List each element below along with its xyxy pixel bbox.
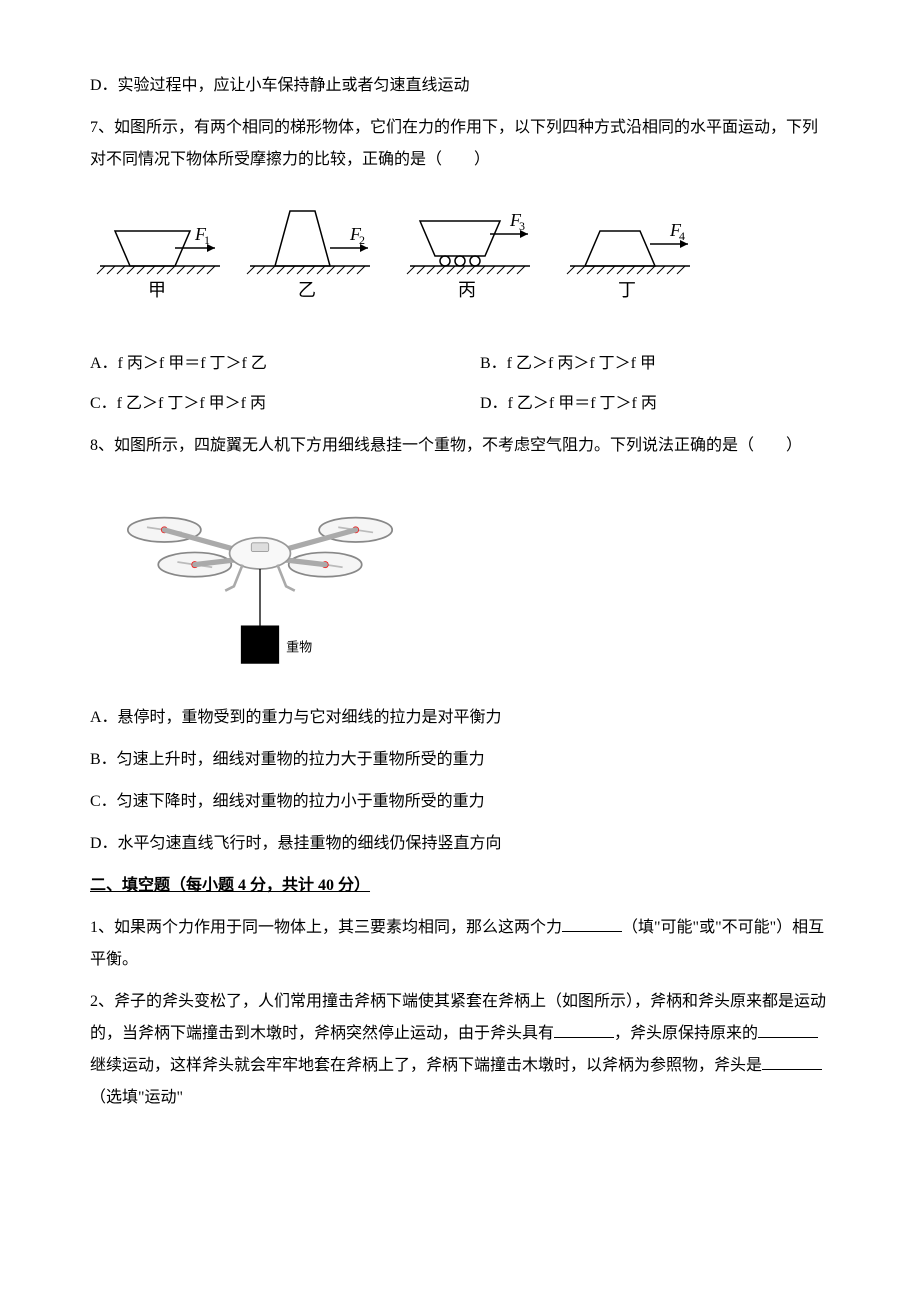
q7-option-d: D．f 乙＞f 甲＝f 丁＞f 丙 [480, 388, 830, 420]
q8-option-d: D．水平匀速直线飞行时，悬挂重物的细线仍保持竖直方向 [90, 828, 830, 860]
svg-text:2: 2 [359, 233, 365, 247]
q7-option-c: C．f 乙＞f 丁＞f 甲＞f 丙 [90, 388, 440, 420]
q7-option-a: A．f 丙＞f 甲＝f 丁＞f 乙 [90, 348, 440, 380]
section-2-heading: 二、填空题（每小题 4 分，共计 40 分） [90, 870, 830, 902]
q8-option-c: C．匀速下降时，细线对重物的拉力小于重物所受的重力 [90, 786, 830, 818]
svg-text:甲: 甲 [148, 280, 166, 300]
q7-stem: 7、如图所示，有两个相同的梯形物体，它们在力的作用下，以下列四种方式沿相同的水平… [90, 112, 830, 176]
blank-2c[interactable] [762, 1053, 822, 1070]
svg-text:乙: 乙 [298, 280, 316, 300]
q7-diagrams: F 1 甲 F 2 乙 [90, 196, 830, 328]
svg-text:4: 4 [679, 229, 685, 243]
q6-option-d: D．实验过程中，应让小车保持静止或者匀速直线运动 [90, 70, 830, 102]
blank-2a[interactable] [554, 1021, 614, 1038]
q8-stem: 8、如图所示，四旋翼无人机下方用细线悬挂一个重物，不考虑空气阻力。下列说法正确的… [90, 430, 830, 462]
q8-option-b: B．匀速上升时，细线对重物的拉力大于重物所受的重力 [90, 744, 830, 776]
q8-option-a: A．悬停时，重物受到的重力与它对细线的拉力是对平衡力 [90, 702, 830, 734]
svg-text:1: 1 [204, 233, 210, 247]
svg-text:丙: 丙 [458, 280, 476, 300]
q7-option-b: B．f 乙＞f 丙＞f 丁＞f 甲 [480, 348, 830, 380]
blank-2b[interactable] [758, 1021, 818, 1038]
svg-text:丁: 丁 [618, 280, 636, 300]
q8-diagram: 重物 [90, 482, 830, 682]
fill-1: 1、如果两个力作用于同一物体上，其三要素均相同，那么这两个力（填"可能"或"不可… [90, 912, 830, 976]
blank-1[interactable] [562, 915, 622, 932]
fill-2: 2、斧子的斧头变松了，人们常用撞击斧柄下端使其紧套在斧柄上（如图所示），斧柄和斧… [90, 986, 830, 1114]
svg-text:重物: 重物 [286, 640, 312, 655]
svg-text:3: 3 [519, 219, 525, 233]
